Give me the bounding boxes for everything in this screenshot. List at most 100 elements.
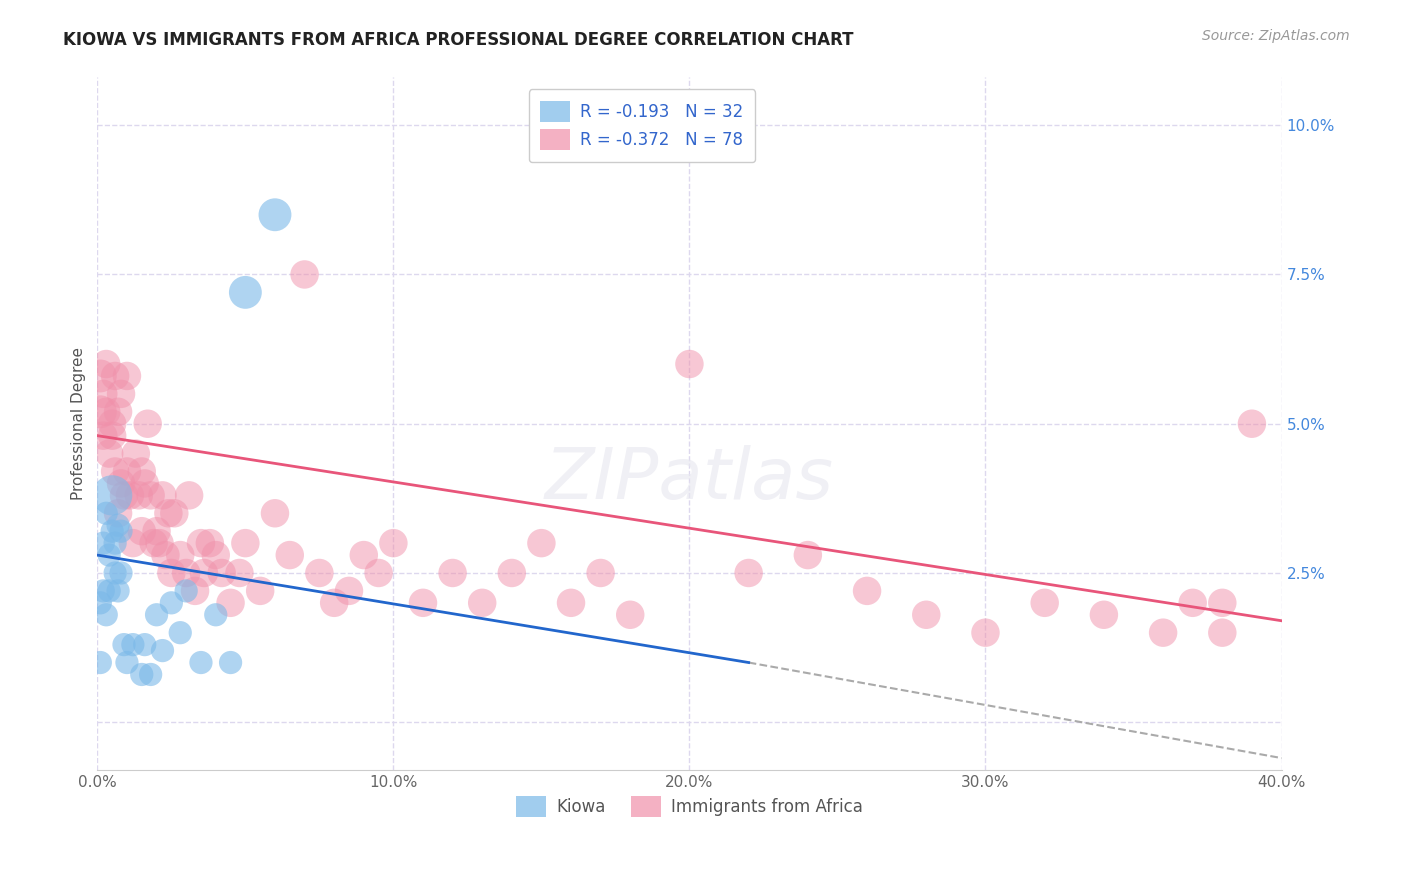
Point bbox=[619, 607, 641, 622]
Point bbox=[797, 548, 820, 562]
Point bbox=[131, 667, 153, 681]
Point bbox=[110, 476, 132, 491]
Legend: Kiowa, Immigrants from Africa: Kiowa, Immigrants from Africa bbox=[509, 789, 869, 824]
Point bbox=[190, 656, 212, 670]
Point bbox=[179, 488, 201, 502]
Point bbox=[1033, 596, 1056, 610]
Y-axis label: Professional Degree: Professional Degree bbox=[72, 347, 86, 500]
Point bbox=[204, 607, 226, 622]
Point bbox=[136, 417, 159, 431]
Point bbox=[131, 524, 153, 538]
Point bbox=[157, 506, 180, 520]
Point bbox=[155, 548, 177, 562]
Point bbox=[96, 357, 118, 371]
Point bbox=[198, 536, 221, 550]
Point bbox=[98, 446, 121, 460]
Point bbox=[501, 566, 523, 580]
Point bbox=[1211, 596, 1233, 610]
Point bbox=[235, 285, 257, 300]
Text: Source: ZipAtlas.com: Source: ZipAtlas.com bbox=[1202, 29, 1350, 43]
Text: ZIPatlas: ZIPatlas bbox=[546, 444, 834, 514]
Point bbox=[104, 566, 127, 580]
Point bbox=[89, 596, 111, 610]
Point bbox=[91, 536, 114, 550]
Point bbox=[174, 583, 197, 598]
Point bbox=[115, 368, 138, 383]
Point bbox=[96, 405, 118, 419]
Point bbox=[163, 506, 186, 520]
Point bbox=[193, 566, 215, 580]
Point bbox=[589, 566, 612, 580]
Point bbox=[110, 387, 132, 401]
Point bbox=[98, 583, 121, 598]
Point bbox=[367, 566, 389, 580]
Point bbox=[101, 417, 124, 431]
Point bbox=[228, 566, 250, 580]
Point bbox=[219, 656, 242, 670]
Point bbox=[115, 465, 138, 479]
Point bbox=[1152, 625, 1174, 640]
Point bbox=[104, 536, 127, 550]
Point bbox=[678, 357, 700, 371]
Point bbox=[169, 625, 191, 640]
Point bbox=[96, 506, 118, 520]
Point bbox=[139, 488, 162, 502]
Point bbox=[98, 548, 121, 562]
Point bbox=[131, 465, 153, 479]
Point bbox=[101, 428, 124, 442]
Text: KIOWA VS IMMIGRANTS FROM AFRICA PROFESSIONAL DEGREE CORRELATION CHART: KIOWA VS IMMIGRANTS FROM AFRICA PROFESSI… bbox=[63, 31, 853, 49]
Point bbox=[142, 536, 165, 550]
Point bbox=[856, 583, 879, 598]
Point bbox=[128, 488, 150, 502]
Point bbox=[148, 536, 170, 550]
Point bbox=[174, 566, 197, 580]
Point bbox=[308, 566, 330, 580]
Point bbox=[89, 656, 111, 670]
Point bbox=[169, 548, 191, 562]
Point bbox=[337, 583, 360, 598]
Point bbox=[184, 583, 207, 598]
Point bbox=[139, 667, 162, 681]
Point bbox=[190, 536, 212, 550]
Point bbox=[107, 506, 129, 520]
Point bbox=[107, 518, 129, 533]
Point bbox=[107, 405, 129, 419]
Point bbox=[160, 566, 183, 580]
Point bbox=[101, 524, 124, 538]
Point bbox=[104, 465, 127, 479]
Point bbox=[134, 638, 156, 652]
Point bbox=[91, 428, 114, 442]
Point bbox=[122, 536, 145, 550]
Point bbox=[737, 566, 759, 580]
Point bbox=[89, 368, 111, 383]
Point bbox=[204, 548, 226, 562]
Point bbox=[530, 536, 553, 550]
Point bbox=[112, 638, 135, 652]
Point bbox=[1240, 417, 1263, 431]
Point bbox=[235, 536, 257, 550]
Point bbox=[115, 656, 138, 670]
Point bbox=[353, 548, 375, 562]
Point bbox=[974, 625, 997, 640]
Point bbox=[152, 488, 174, 502]
Point bbox=[294, 268, 316, 282]
Point bbox=[160, 596, 183, 610]
Point bbox=[145, 607, 167, 622]
Point bbox=[89, 405, 111, 419]
Point bbox=[152, 643, 174, 657]
Point bbox=[122, 638, 145, 652]
Point bbox=[110, 524, 132, 538]
Point bbox=[96, 607, 118, 622]
Point bbox=[219, 596, 242, 610]
Point bbox=[264, 208, 287, 222]
Point bbox=[110, 566, 132, 580]
Point bbox=[118, 488, 141, 502]
Point bbox=[1092, 607, 1115, 622]
Point bbox=[412, 596, 434, 610]
Point bbox=[101, 488, 124, 502]
Point bbox=[1181, 596, 1204, 610]
Point bbox=[91, 583, 114, 598]
Point bbox=[471, 596, 494, 610]
Point bbox=[382, 536, 405, 550]
Point bbox=[278, 548, 301, 562]
